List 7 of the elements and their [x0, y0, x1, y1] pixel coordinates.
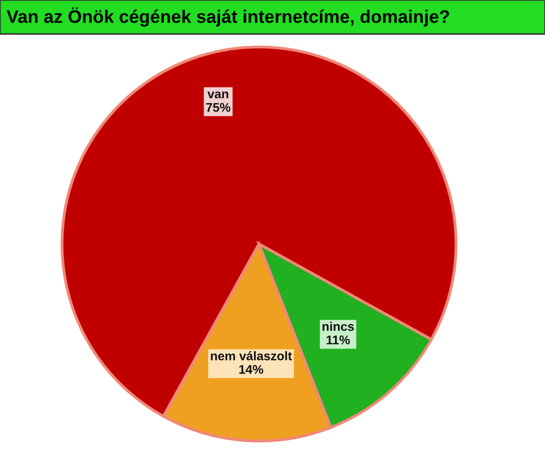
chart-title: Van az Önök cégének saját internetcíme, domainje? — [6, 7, 450, 27]
data-label: 11% — [326, 336, 350, 344]
slice-label: van — [207, 92, 228, 98]
data-label: 14% — [239, 365, 264, 374]
slice-label: nincs — [322, 322, 354, 331]
slice-label: nem válaszolt — [210, 351, 292, 360]
data-label: 75% — [206, 103, 230, 112]
